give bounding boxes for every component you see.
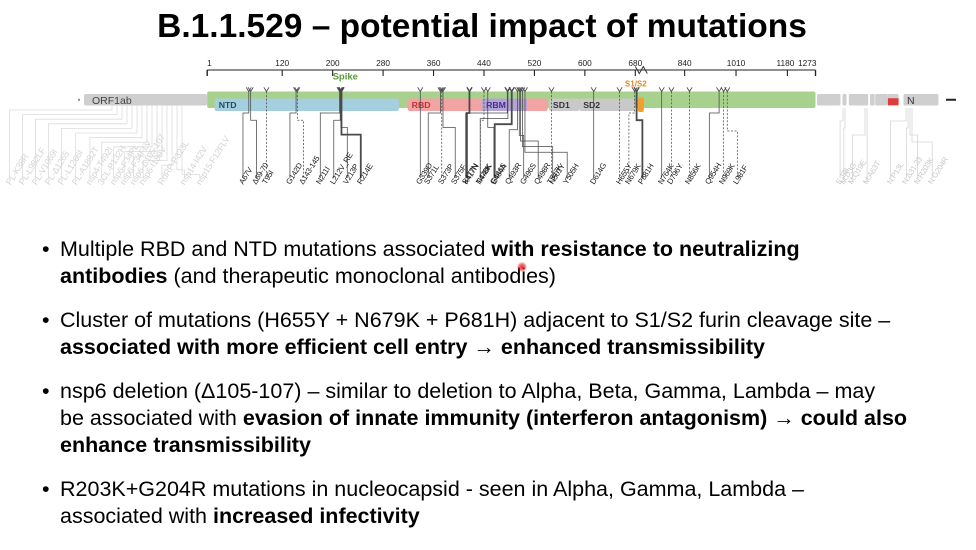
svg-text:SD1: SD1 xyxy=(553,100,570,110)
svg-text:280: 280 xyxy=(376,58,390,68)
svg-text:ORF1ab: ORF1ab xyxy=(92,95,132,107)
svg-text:RBD: RBD xyxy=(412,100,431,110)
svg-text:120: 120 xyxy=(275,58,289,68)
svg-text:360: 360 xyxy=(427,58,441,68)
svg-text:520: 520 xyxy=(527,58,541,68)
svg-text:Spike: Spike xyxy=(333,72,358,83)
svg-text:SD2: SD2 xyxy=(583,100,600,110)
svg-text:1273: 1273 xyxy=(798,58,817,68)
svg-text:1010: 1010 xyxy=(727,58,746,68)
svg-text:S1/S2: S1/S2 xyxy=(625,80,647,89)
svg-text:RBM: RBM xyxy=(486,100,506,110)
svg-text:N: N xyxy=(907,95,915,107)
svg-text:200: 200 xyxy=(326,58,340,68)
svg-text:840: 840 xyxy=(678,58,692,68)
svg-text:1180: 1180 xyxy=(776,58,794,68)
svg-text:NTD: NTD xyxy=(219,100,237,110)
svg-text:440: 440 xyxy=(477,58,491,68)
svg-text:600: 600 xyxy=(578,58,592,68)
svg-text:1: 1 xyxy=(207,58,212,68)
